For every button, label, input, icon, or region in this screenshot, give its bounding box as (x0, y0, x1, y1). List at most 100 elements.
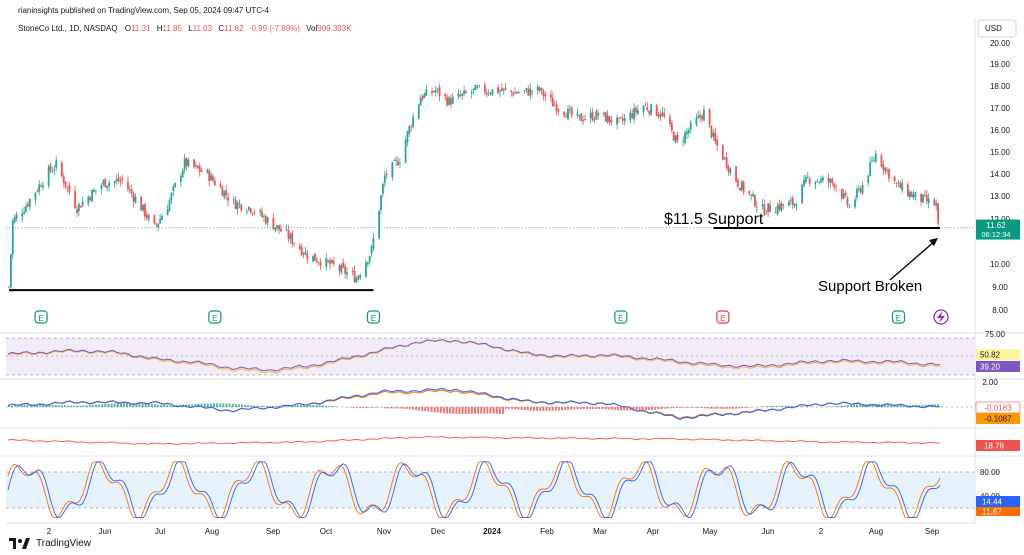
macd-histogram-bar (551, 407, 554, 411)
candle-body (317, 262, 320, 264)
macd-histogram-bar (560, 407, 563, 411)
candle-body (49, 165, 52, 171)
candle-body (419, 98, 422, 106)
close-value: 11.62 (224, 24, 244, 33)
candle-body (510, 90, 513, 92)
candle-body (423, 93, 426, 98)
candle-body (436, 88, 439, 90)
candle-body (319, 262, 322, 266)
candle-body (417, 104, 420, 119)
candle-body (708, 108, 711, 125)
macd-histogram-bar (924, 404, 927, 407)
macd-histogram-bar (719, 407, 722, 409)
candle-body (342, 262, 345, 268)
symbol-ohlc-legend: StoneCo Ltd., 1D, NASDAQ O11.31 H11.85 L… (18, 24, 352, 33)
candle-body (593, 119, 596, 121)
candle-body (351, 271, 354, 273)
time-tick-label: 2 (819, 527, 824, 536)
macd-histogram-bar (219, 403, 222, 407)
candle-body (140, 196, 143, 211)
macd-histogram-bar (334, 406, 337, 407)
candle-body (161, 216, 163, 221)
candle-body (457, 93, 460, 97)
macd-histogram-bar (843, 405, 846, 407)
macd-histogram-bar (570, 407, 573, 410)
macd-histogram-bar (486, 407, 489, 414)
candle-body (26, 203, 29, 207)
price-tick-label: 18.00 (990, 82, 1011, 91)
macd-histogram-bar (324, 405, 327, 407)
macd-histogram-bar (849, 404, 852, 407)
candle-body (769, 204, 771, 212)
stoch-d-value: 11.67 (982, 508, 1002, 517)
price-tick-label: 15.00 (990, 148, 1011, 157)
candle-body (687, 130, 690, 134)
earnings-marker-box (716, 310, 730, 324)
macd-histogram-bar (542, 407, 545, 411)
time-tick-label: Feb (540, 527, 554, 536)
macd-histogram-bar (439, 407, 442, 413)
macd-histogram-bar (790, 405, 793, 407)
candle-body (738, 187, 741, 191)
macd-histogram-bar (374, 407, 377, 408)
macd-histogram-bar (787, 405, 790, 407)
macd-histogram-bar (495, 407, 498, 414)
macd-histogram-bar (685, 407, 688, 408)
candle-body (699, 115, 702, 118)
candle-body (888, 169, 890, 179)
macd-histogram-bar (191, 404, 194, 407)
candle-body (463, 90, 466, 95)
candle-body (882, 164, 885, 170)
candle-body (914, 192, 917, 197)
candle-body (922, 194, 924, 203)
currency-label[interactable]: USD (985, 24, 1002, 33)
macd-histogram-bar (144, 403, 147, 407)
macd-histogram-bar (76, 405, 79, 407)
candle-body (391, 162, 394, 178)
candle-body (289, 234, 292, 240)
macd-histogram-bar (60, 405, 63, 407)
macd-histogram-bar (663, 407, 666, 409)
macd-histogram-bar (588, 407, 591, 409)
rsi-ma-badge (976, 349, 1020, 360)
macd-histogram-bar (300, 404, 303, 407)
macd-histogram-bar (669, 407, 672, 409)
candle-body (147, 215, 150, 220)
macd-histogram-bar (871, 403, 874, 407)
macd-histogram-bar (377, 407, 380, 408)
earnings-marker (34, 310, 48, 324)
signal-value: -0.1087 (984, 415, 1012, 424)
candle-body (448, 97, 450, 105)
macd-histogram-bar (470, 407, 473, 414)
macd-histogram-bar (54, 404, 57, 407)
candle-body (444, 94, 447, 97)
currency-box (977, 19, 1017, 38)
rsi-ma-value: 50.82 (980, 351, 1001, 360)
candle-body (818, 182, 821, 183)
candle-body (895, 182, 898, 184)
macd-histogram-bar (728, 407, 731, 409)
macd-histogram-bar (51, 404, 54, 407)
macd-histogram-bar (296, 404, 299, 407)
candle-body (368, 255, 371, 263)
time-tick-label: Jun (762, 527, 775, 536)
macd-histogram-bar (163, 404, 166, 407)
candle-body (240, 204, 243, 211)
candle-body (210, 174, 212, 181)
macd-histogram-bar (567, 407, 570, 410)
candle-body (382, 184, 384, 194)
candle-body (438, 86, 441, 97)
candle-body (742, 181, 745, 192)
high-value: 11.85 (162, 24, 182, 33)
candle-body (723, 157, 726, 159)
candle-body (15, 214, 18, 219)
macd-histogram-bar (35, 404, 38, 407)
macd-histogram-bar (691, 407, 694, 408)
macd-histogram-bar (840, 405, 843, 407)
tradingview-logo[interactable]: TradingView (9, 538, 91, 549)
candle-body (880, 155, 883, 167)
macd-histogram-bar (744, 407, 747, 408)
volume-label: Vol (306, 24, 318, 33)
stoch-d-badge (976, 507, 1020, 516)
